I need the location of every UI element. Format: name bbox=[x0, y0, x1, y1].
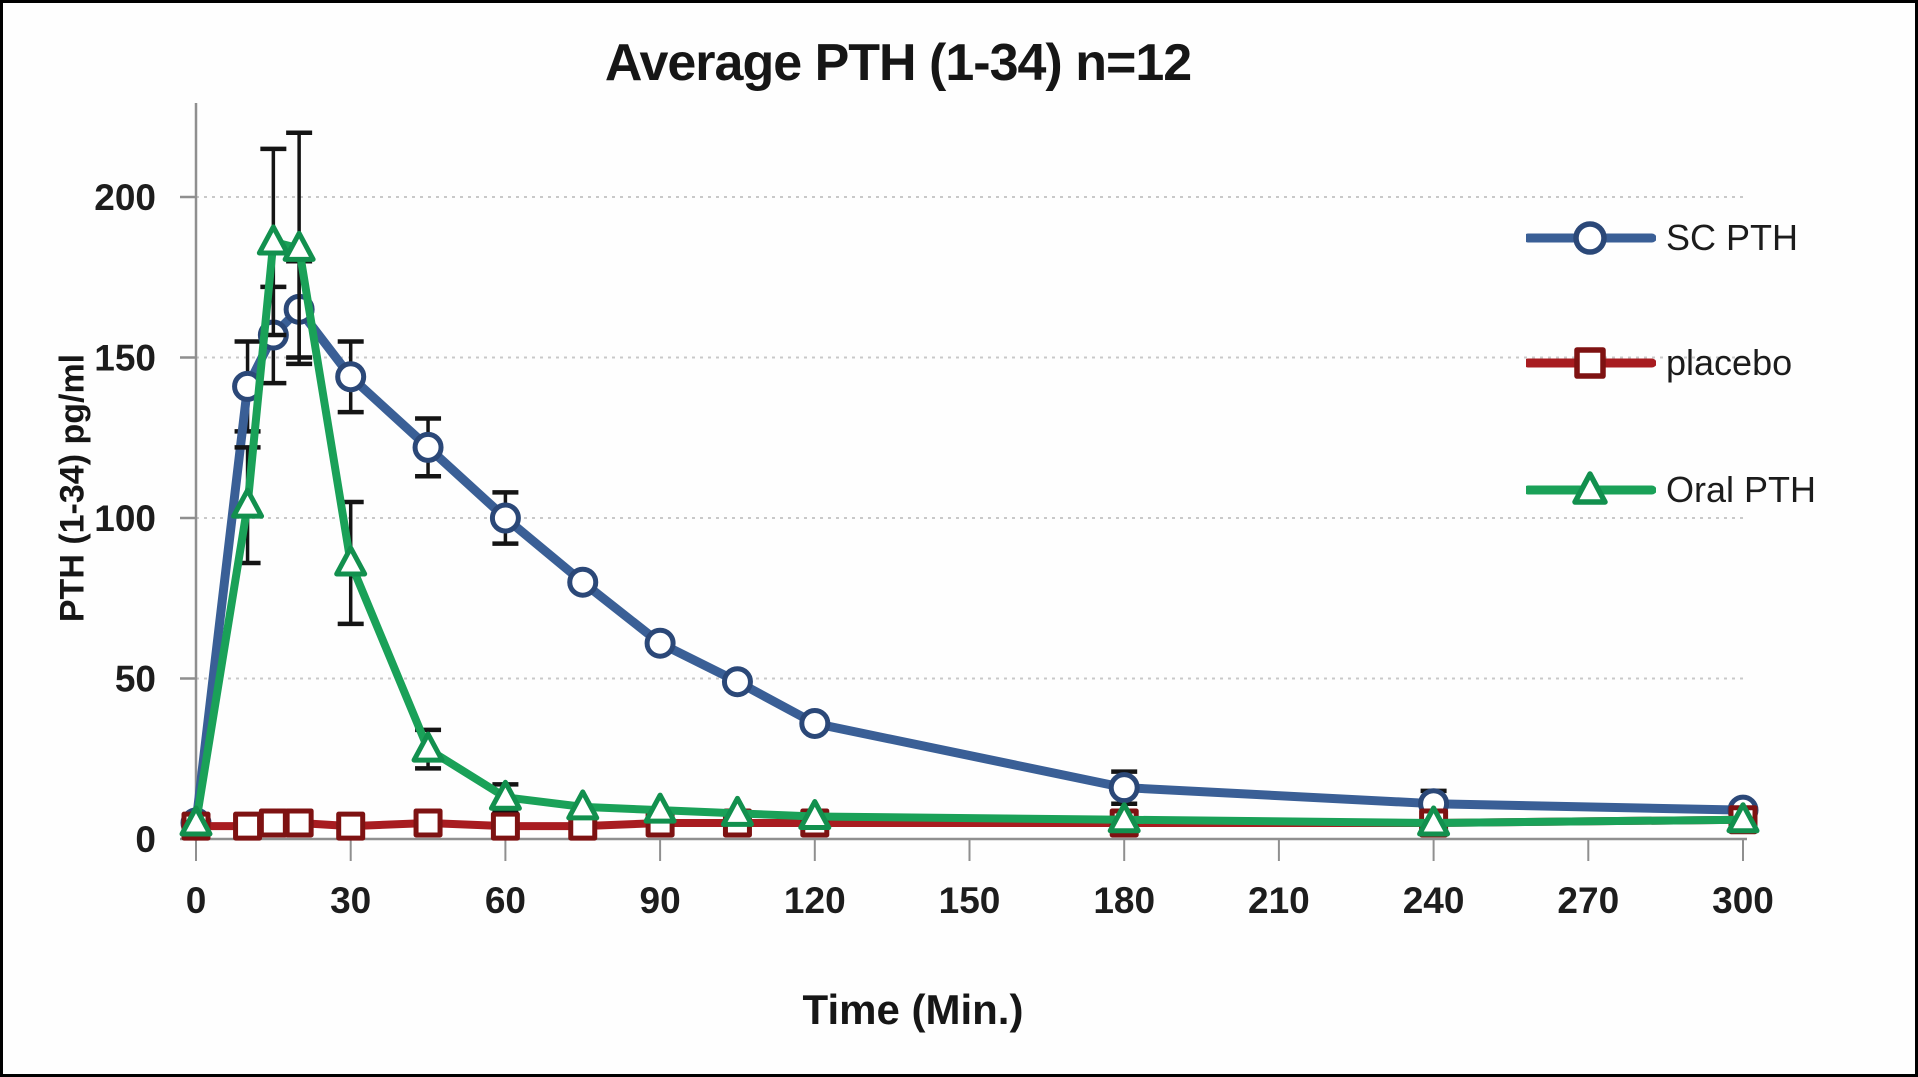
x-tick-label: 150 bbox=[939, 880, 1001, 921]
plot-area: 0 50 100 150 200 0 30 60 90 120 150 180 210 240 270 300 bbox=[94, 103, 1774, 921]
y-tick-label: 100 bbox=[94, 498, 156, 539]
x-tick-label: 270 bbox=[1557, 880, 1619, 921]
x-tick-label: 30 bbox=[330, 880, 371, 921]
data-point-marker bbox=[566, 789, 600, 821]
data-point-marker bbox=[1108, 772, 1140, 804]
legend-marker-shape bbox=[1572, 471, 1608, 505]
data-point-marker bbox=[335, 361, 367, 393]
data-point-marker bbox=[412, 431, 444, 463]
legend-row-placebo: placebo bbox=[1526, 339, 1792, 387]
data-point-marker bbox=[643, 792, 677, 824]
data-point-marker bbox=[282, 230, 316, 262]
data-point-marker bbox=[233, 811, 263, 841]
data-point-marker bbox=[799, 707, 831, 739]
data-point-marker bbox=[721, 666, 753, 698]
legend-row-sc-pth: SC PTH bbox=[1526, 214, 1798, 262]
data-point-marker bbox=[336, 811, 366, 841]
x-tick-label: 120 bbox=[784, 880, 846, 921]
data-point-marker bbox=[490, 811, 520, 841]
data-point-marker bbox=[488, 779, 522, 811]
legend-marker-sc-pth bbox=[1526, 221, 1656, 255]
y-tick-label: 0 bbox=[135, 819, 156, 860]
y-tick-label: 50 bbox=[115, 659, 156, 700]
gridlines bbox=[196, 196, 1743, 680]
data-point-marker bbox=[258, 808, 288, 838]
legend-marker-shape bbox=[1573, 221, 1607, 255]
x-tick-label: 0 bbox=[186, 880, 207, 921]
legend-marker-shape bbox=[1574, 347, 1606, 379]
data-point-marker bbox=[413, 808, 443, 838]
data-point-marker bbox=[256, 224, 290, 256]
data-point-marker bbox=[411, 731, 445, 763]
legend-row-oral-pth: Oral PTH bbox=[1526, 466, 1816, 514]
data-point-marker bbox=[798, 799, 832, 831]
x-tick-label: 300 bbox=[1712, 880, 1774, 921]
series-markers bbox=[179, 224, 1760, 837]
x-tick-label: 180 bbox=[1093, 880, 1155, 921]
data-point-marker bbox=[334, 545, 368, 577]
axes bbox=[180, 103, 1747, 861]
data-point-marker bbox=[567, 566, 599, 598]
legend-marker-oral-pth bbox=[1526, 471, 1656, 505]
data-point-marker bbox=[489, 502, 521, 534]
y-tick-label: 200 bbox=[94, 177, 156, 218]
legend-label: Oral PTH bbox=[1666, 469, 1817, 510]
data-point-marker bbox=[231, 487, 265, 519]
data-point-marker bbox=[1726, 802, 1760, 834]
data-point-marker bbox=[1107, 802, 1141, 834]
x-tick-label: 210 bbox=[1248, 880, 1310, 921]
data-point-marker bbox=[720, 795, 754, 827]
series-oral-pth bbox=[179, 130, 1760, 837]
legend-label: placebo bbox=[1666, 342, 1793, 383]
y-axis-title: PTH (1-34) pg/ml bbox=[53, 353, 92, 623]
legend-label: SC PTH bbox=[1666, 217, 1799, 258]
data-point-marker bbox=[179, 805, 213, 837]
legend-marker-placebo bbox=[1526, 347, 1656, 379]
data-point-marker bbox=[1417, 805, 1451, 837]
data-point-marker bbox=[644, 627, 676, 659]
x-tick-label: 60 bbox=[485, 880, 526, 921]
x-axis-title: Time (Min.) bbox=[802, 986, 1024, 1033]
chart-title: Average PTH (1-34) n=12 bbox=[604, 34, 1192, 92]
data-point-marker bbox=[284, 808, 314, 838]
y-tick-label: 150 bbox=[94, 338, 156, 379]
tick-labels: 0 50 100 150 200 0 30 60 90 120 150 180 210 240 270 300 bbox=[94, 177, 1774, 921]
x-tick-label: 240 bbox=[1403, 880, 1465, 921]
x-tick-label: 90 bbox=[640, 880, 681, 921]
